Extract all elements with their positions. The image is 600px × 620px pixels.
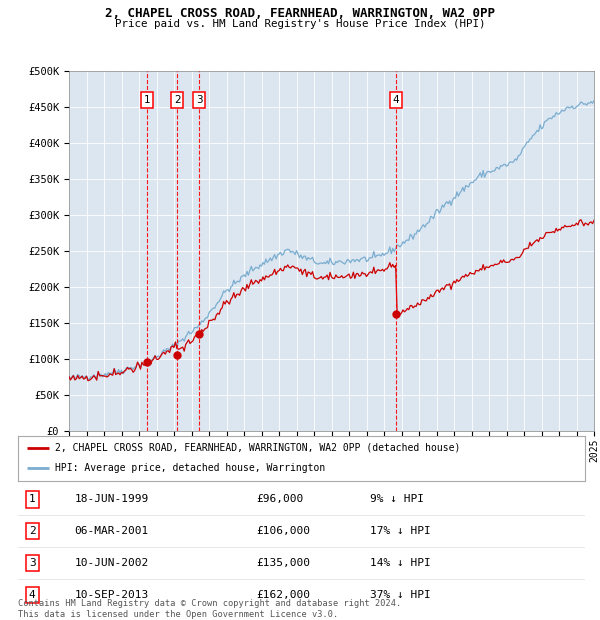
Text: 06-MAR-2001: 06-MAR-2001 — [75, 526, 149, 536]
Text: 10-JUN-2002: 10-JUN-2002 — [75, 558, 149, 568]
Text: £135,000: £135,000 — [256, 558, 310, 568]
Text: 3: 3 — [196, 95, 203, 105]
Text: 4: 4 — [393, 95, 400, 105]
Text: 17% ↓ HPI: 17% ↓ HPI — [370, 526, 430, 536]
Text: £96,000: £96,000 — [256, 495, 304, 505]
Text: 9% ↓ HPI: 9% ↓ HPI — [370, 495, 424, 505]
Text: 18-JUN-1999: 18-JUN-1999 — [75, 495, 149, 505]
Text: 1: 1 — [29, 495, 35, 505]
Text: £106,000: £106,000 — [256, 526, 310, 536]
Text: 2: 2 — [29, 526, 35, 536]
Text: £162,000: £162,000 — [256, 590, 310, 600]
Text: 2, CHAPEL CROSS ROAD, FEARNHEAD, WARRINGTON, WA2 0PP: 2, CHAPEL CROSS ROAD, FEARNHEAD, WARRING… — [105, 7, 495, 20]
Text: 2, CHAPEL CROSS ROAD, FEARNHEAD, WARRINGTON, WA2 0PP (detached house): 2, CHAPEL CROSS ROAD, FEARNHEAD, WARRING… — [55, 443, 460, 453]
Text: 1: 1 — [144, 95, 151, 105]
Text: Price paid vs. HM Land Registry's House Price Index (HPI): Price paid vs. HM Land Registry's House … — [115, 19, 485, 29]
Text: HPI: Average price, detached house, Warrington: HPI: Average price, detached house, Warr… — [55, 463, 325, 474]
Text: 4: 4 — [29, 590, 35, 600]
Text: 37% ↓ HPI: 37% ↓ HPI — [370, 590, 430, 600]
Text: 3: 3 — [29, 558, 35, 568]
Text: 2: 2 — [174, 95, 181, 105]
Text: 14% ↓ HPI: 14% ↓ HPI — [370, 558, 430, 568]
Text: Contains HM Land Registry data © Crown copyright and database right 2024.
This d: Contains HM Land Registry data © Crown c… — [18, 600, 401, 619]
Text: 10-SEP-2013: 10-SEP-2013 — [75, 590, 149, 600]
